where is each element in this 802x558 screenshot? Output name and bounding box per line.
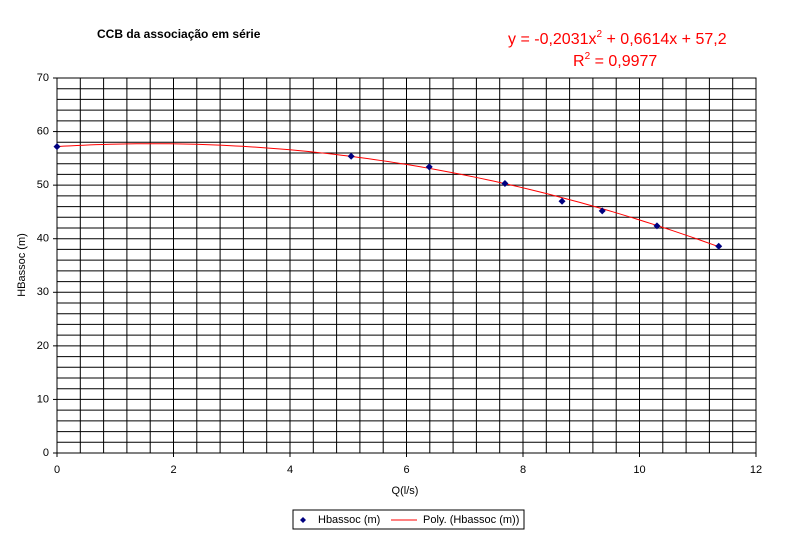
y-tick-label: 70 <box>37 72 49 84</box>
equation-part: 2 <box>597 29 603 40</box>
x-tick-label: 12 <box>750 464 762 476</box>
legend-label: Hbassoc (m) <box>318 514 380 526</box>
equation-part: + 0,6614x + 57,2 <box>602 31 727 48</box>
y-tick-label: 40 <box>37 233 49 245</box>
equation-part: y = -0,2031x <box>508 31 597 48</box>
x-tick-label: 4 <box>287 464 293 476</box>
y-tick-label: 60 <box>37 125 49 137</box>
trend-equation: y = -0,2031x2 + 0,6614x + 57,2 <box>508 29 727 49</box>
data-point <box>653 222 661 230</box>
x-tick-label: 10 <box>633 464 645 476</box>
legend-marker <box>300 517 306 523</box>
data-point <box>425 163 433 171</box>
data-point <box>715 242 723 250</box>
legend-label: Poly. (Hbassoc (m)) <box>423 514 519 526</box>
y-axis-label: HBassoc (m) <box>16 233 28 297</box>
trendline <box>56 143 719 248</box>
x-tick-label: 2 <box>170 464 176 476</box>
x-tick-label: 0 <box>54 464 60 476</box>
plot-border <box>56 77 757 454</box>
data-point <box>53 143 61 151</box>
x-tick-label: 8 <box>520 464 526 476</box>
r2-part: = 0,9977 <box>590 53 657 70</box>
r-squared: R2 = 0,9977 <box>573 51 657 71</box>
data-point <box>347 152 355 160</box>
y-tick-label: 0 <box>43 447 49 459</box>
y-tick-label: 30 <box>37 286 49 298</box>
y-tick-label: 20 <box>37 340 49 352</box>
data-point <box>501 180 509 188</box>
chart-title: CCB da associação em série <box>97 27 261 41</box>
x-tick-label: 6 <box>403 464 409 476</box>
y-tick-label: 50 <box>37 179 49 191</box>
y-tick-label: 10 <box>37 393 49 405</box>
r2-part: 2 <box>585 51 591 62</box>
r2-part: R <box>573 53 585 70</box>
data-point <box>558 197 566 205</box>
x-axis-label: Q(l/s) <box>392 485 419 497</box>
data-point <box>598 207 606 215</box>
